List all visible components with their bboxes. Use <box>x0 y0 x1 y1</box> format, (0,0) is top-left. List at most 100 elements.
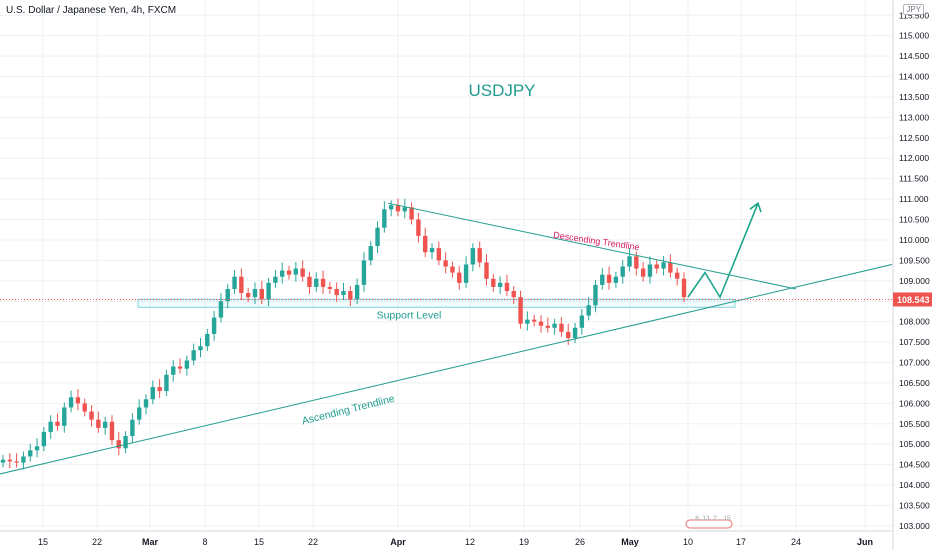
candle-body <box>0 459 6 463</box>
y-tick-label: 105.000 <box>899 439 930 449</box>
candle-body <box>102 421 108 428</box>
candle-body <box>593 284 598 306</box>
y-tick-label: 115.500 <box>899 10 929 20</box>
currency-button[interactable]: JPY <box>903 4 924 15</box>
candle-body <box>661 262 666 269</box>
y-tick-label: 104.000 <box>899 480 930 490</box>
candle-body <box>157 387 162 392</box>
candle-body <box>164 374 169 392</box>
candle-body <box>211 317 217 334</box>
candle-body <box>545 325 550 328</box>
candle-body <box>259 288 264 300</box>
candle-body <box>239 276 244 294</box>
candle-body <box>613 276 619 283</box>
descending-trendline-label: Descending Trendline <box>553 230 641 253</box>
projection-arrowhead <box>749 201 762 213</box>
candle-body <box>368 246 373 261</box>
y-tick-label: 106.000 <box>899 398 930 408</box>
y-tick-label: 111.500 <box>899 174 929 184</box>
candle-body <box>198 346 203 351</box>
ascending-trendline <box>0 263 893 475</box>
candle-body <box>273 276 278 283</box>
candle-body <box>375 227 380 247</box>
candle-body <box>436 248 442 261</box>
calendar-date: 2 <box>713 515 717 522</box>
candle-body <box>171 366 176 375</box>
candle-body <box>606 274 612 283</box>
calendar-date: 15 <box>723 515 731 522</box>
candle-body <box>75 397 81 404</box>
candle-body <box>21 456 26 463</box>
last-price-badge <box>893 292 932 307</box>
candle-body <box>668 262 673 273</box>
x-tick-label: 22 <box>92 537 102 547</box>
candle-body <box>348 291 353 300</box>
candle-body <box>559 323 564 332</box>
descending-trendline <box>387 202 797 290</box>
x-tick-label: Mar <box>142 537 159 547</box>
x-tick-label: 24 <box>791 537 801 547</box>
candle-body <box>674 272 680 279</box>
candle-body <box>402 207 407 212</box>
candle-body <box>225 288 230 302</box>
projection-path <box>687 202 759 299</box>
candle-body <box>286 270 292 275</box>
candle-body <box>470 248 476 265</box>
candle-body <box>354 284 360 300</box>
y-tick-label: 110.500 <box>899 215 929 225</box>
candle-body <box>450 266 455 273</box>
x-tick-label: 26 <box>575 537 585 547</box>
x-tick-label: 15 <box>254 537 264 547</box>
x-tick-label: Apr <box>390 537 406 547</box>
candle-body <box>627 256 632 267</box>
candle-body <box>252 288 258 298</box>
candle-body <box>463 264 469 283</box>
y-tick-label: 114.000 <box>899 72 929 82</box>
candle-body <box>579 315 585 328</box>
candle-body <box>177 366 183 369</box>
calendar-date: 8 <box>695 515 699 522</box>
candle-body <box>130 419 135 437</box>
y-tick-label: 112.000 <box>899 153 929 163</box>
y-tick-label: 103.500 <box>899 500 930 510</box>
candle-body <box>28 450 33 457</box>
candle-body <box>423 235 428 253</box>
ascending-trendline-label: Ascending Trendline <box>301 393 396 428</box>
y-tick-label: 111.000 <box>899 194 929 204</box>
y-tick-label: 114.500 <box>899 51 929 61</box>
candle-body <box>245 293 251 298</box>
candle-body <box>334 288 339 296</box>
x-tick-label: 17 <box>736 537 746 547</box>
candle-body <box>137 407 142 420</box>
candle-body <box>518 297 523 324</box>
candle-body <box>640 268 646 277</box>
calendar-watermark <box>685 519 733 529</box>
candle-body <box>232 276 237 289</box>
candle-body <box>484 262 489 279</box>
candle-body <box>654 264 659 269</box>
candle-body <box>116 440 121 449</box>
candle-body <box>491 278 496 287</box>
candle-body <box>552 323 557 328</box>
candle-body <box>409 207 414 220</box>
last-price-label: 108.543 <box>897 295 930 305</box>
candle-body <box>184 360 190 369</box>
candle-body <box>497 282 503 287</box>
candle-body <box>531 319 537 322</box>
candle-body <box>395 205 401 212</box>
symbol-title: U.S. Dollar / Japanese Yen, 4h, FXCM <box>6 5 177 16</box>
candle-body <box>538 321 544 326</box>
candle-body <box>109 421 115 441</box>
candle-body <box>341 291 346 296</box>
candle-body <box>477 248 482 263</box>
candle-body <box>504 282 510 292</box>
candle-body <box>327 286 333 289</box>
candle-body <box>266 282 271 300</box>
candle-body <box>429 248 435 253</box>
candle-body <box>143 399 149 408</box>
y-tick-label: 107.000 <box>899 358 930 368</box>
y-tick-label: 109.000 <box>899 276 930 286</box>
candle-body <box>681 278 687 298</box>
